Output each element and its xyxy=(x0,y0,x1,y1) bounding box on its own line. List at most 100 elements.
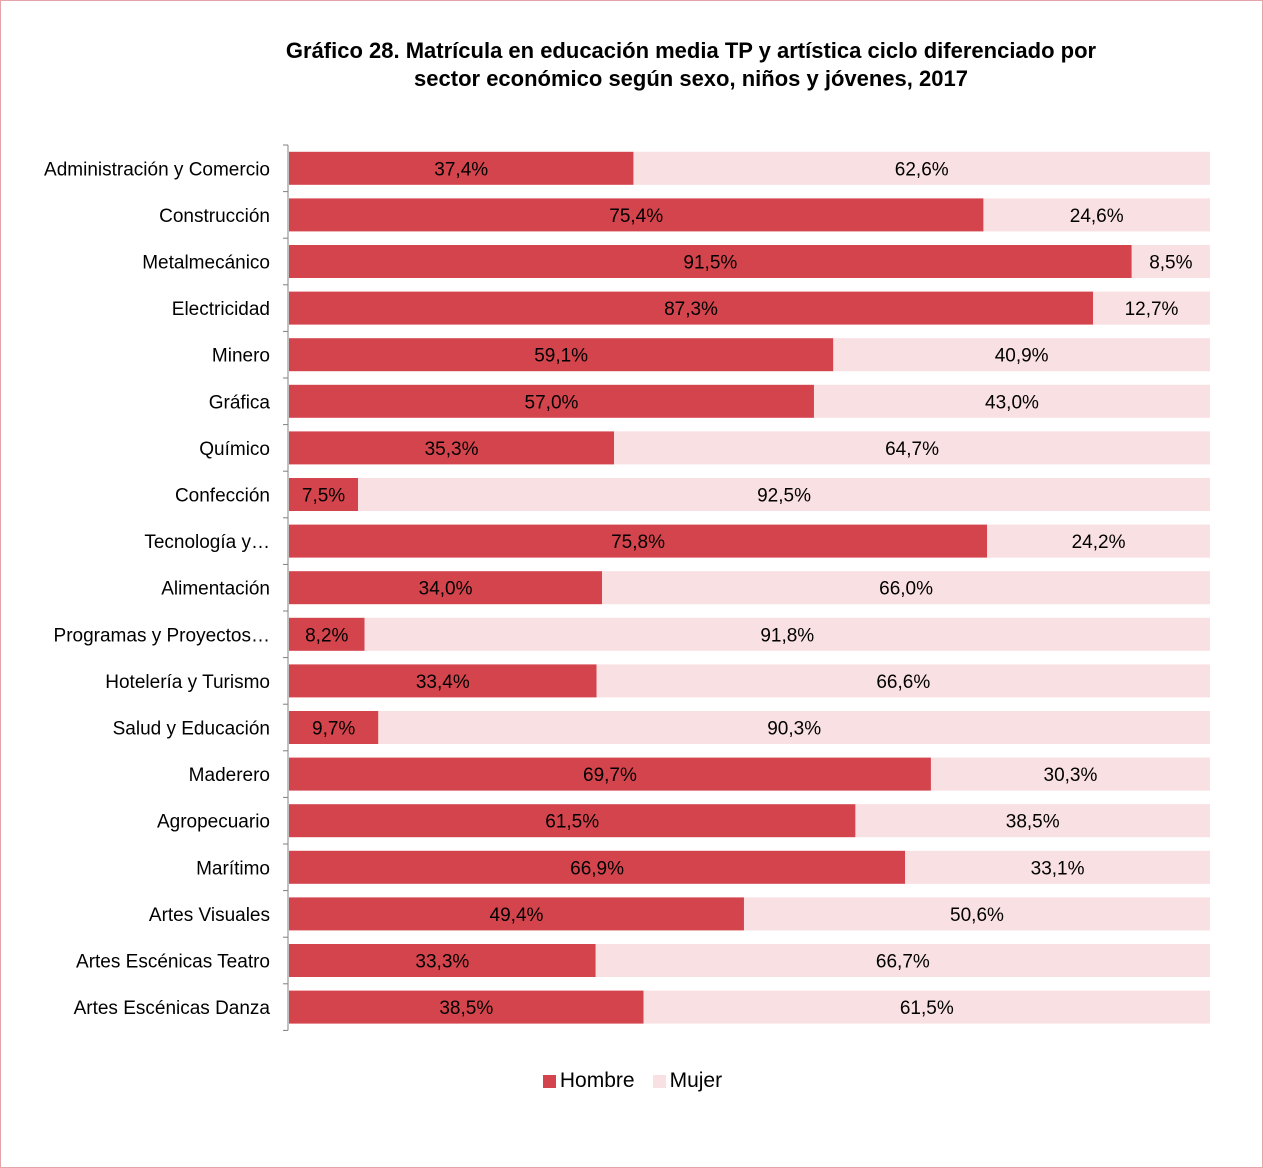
data-label-hombre: 8,2% xyxy=(305,625,348,646)
data-label-mujer: 33,1% xyxy=(1031,858,1085,879)
data-label-hombre: 35,3% xyxy=(425,439,479,460)
category-label: Artes Visuales xyxy=(149,905,270,926)
data-label-mujer: 43,0% xyxy=(985,392,1039,413)
category-label: Minero xyxy=(212,346,270,367)
data-label-mujer: 62,6% xyxy=(895,159,949,180)
data-label-mujer: 24,2% xyxy=(1072,532,1126,553)
bar-hombre xyxy=(289,944,596,977)
legend-label-hombre: Hombre xyxy=(559,1069,635,1092)
data-label-mujer: 30,3% xyxy=(1044,765,1098,786)
bar-hombre xyxy=(289,850,906,884)
bar-hombre xyxy=(289,711,379,744)
legend-item-hombre: Hombre xyxy=(542,1069,635,1093)
bar-mujer xyxy=(930,757,1210,791)
bar-hombre xyxy=(289,571,603,605)
bar-mujer xyxy=(1131,245,1210,278)
chart-title-line-1: Gráfico 28. Matrícula en educación media… xyxy=(285,38,1097,63)
data-label-mujer: 66,0% xyxy=(879,579,933,600)
bar-mujer xyxy=(358,478,1210,511)
data-label-hombre: 87,3% xyxy=(664,299,718,320)
data-label-mujer: 50,6% xyxy=(950,905,1004,926)
bar-hombre xyxy=(289,431,615,465)
bar-hombre xyxy=(289,524,988,558)
data-label-hombre: 49,4% xyxy=(490,905,544,926)
data-label-hombre: 75,4% xyxy=(609,206,663,227)
bar-hombre xyxy=(289,198,984,232)
bar-hombre xyxy=(289,478,359,511)
category-label: Electricidad xyxy=(172,299,270,320)
bar-hombre xyxy=(289,897,744,931)
category-label: Agropecuario xyxy=(157,812,270,833)
data-label-hombre: 91,5% xyxy=(683,253,737,274)
category-label: Artes Escénicas Danza xyxy=(74,998,271,1019)
bar-hombre xyxy=(289,757,931,791)
bar-mujer xyxy=(595,944,1210,977)
data-label-hombre: 37,4% xyxy=(434,159,488,180)
bar-mujer xyxy=(378,711,1210,744)
data-label-hombre: 33,3% xyxy=(415,952,469,973)
category-label: Salud y Educación xyxy=(113,719,270,740)
bar-hombre xyxy=(289,804,856,838)
bar-mujer xyxy=(614,431,1210,465)
data-label-hombre: 59,1% xyxy=(534,346,588,367)
data-label-hombre: 34,0% xyxy=(419,579,473,600)
data-label-hombre: 33,4% xyxy=(416,672,470,693)
data-label-hombre: 61,5% xyxy=(545,812,599,833)
data-label-hombre: 57,0% xyxy=(525,392,579,413)
chart-title: Gráfico 28. Matrícula en educación media… xyxy=(141,37,1241,93)
bar-mujer xyxy=(602,571,1210,605)
bar-mujer xyxy=(855,804,1210,838)
bar-mujer xyxy=(983,198,1210,232)
bar-mujer xyxy=(364,617,1211,651)
data-label-hombre: 75,8% xyxy=(611,532,665,553)
data-label-mujer: 92,5% xyxy=(757,486,811,507)
category-label: Hotelería y Turismo xyxy=(105,672,270,693)
bar-mujer xyxy=(833,338,1210,372)
legend-item-mujer: Mujer xyxy=(652,1069,723,1093)
bar-hombre xyxy=(289,151,634,185)
bar-hombre xyxy=(289,384,814,418)
data-label-mujer: 66,7% xyxy=(876,952,930,973)
legend-swatch-mujer xyxy=(652,1074,666,1088)
legend-label-mujer: Mujer xyxy=(669,1069,723,1092)
category-label: Alimentación xyxy=(161,579,270,600)
data-label-mujer: 66,6% xyxy=(876,672,930,693)
data-label-mujer: 91,8% xyxy=(760,625,814,646)
bar-mujer xyxy=(987,524,1210,558)
category-label: Construcción xyxy=(159,206,270,227)
data-label-mujer: 12,7% xyxy=(1125,299,1179,320)
data-label-mujer: 8,5% xyxy=(1149,253,1192,274)
bar-mujer xyxy=(1093,291,1210,325)
category-label: Gráfica xyxy=(209,392,271,413)
category-label: Marítimo xyxy=(196,858,270,879)
category-label: Confección xyxy=(175,486,270,507)
bar-hombre xyxy=(289,338,834,372)
bar-hombre xyxy=(289,245,1132,278)
plot-area: Administración y Comercio 37,4% 62,6% Const… xyxy=(44,144,1211,1031)
data-label-hombre: 69,7% xyxy=(583,765,637,786)
category-label: Metalmecánico xyxy=(142,253,270,274)
data-label-hombre: 9,7% xyxy=(312,719,355,740)
category-label: Maderero xyxy=(189,765,270,786)
data-label-hombre: 7,5% xyxy=(302,486,345,507)
bar-hombre xyxy=(289,990,644,1024)
bar-mujer xyxy=(596,664,1210,698)
data-label-mujer: 90,3% xyxy=(767,719,821,740)
data-label-mujer: 24,6% xyxy=(1070,206,1124,227)
legend-swatch-hombre xyxy=(542,1074,556,1088)
category-label: Programas y Proyectos… xyxy=(54,625,270,646)
bar-mujer xyxy=(633,151,1210,185)
category-label: Artes Escénicas Teatro xyxy=(76,952,270,973)
category-label: Químico xyxy=(199,439,270,460)
bar-hombre xyxy=(289,291,1094,325)
legend: Hombre Mujer xyxy=(1,1069,1263,1093)
bar-hombre xyxy=(289,664,597,698)
category-label: Administración y Comercio xyxy=(44,159,270,180)
bar-hombre xyxy=(289,617,365,651)
category-label: Tecnología y… xyxy=(144,532,270,553)
bar-mujer xyxy=(905,850,1210,884)
data-label-mujer: 38,5% xyxy=(1006,812,1060,833)
data-label-mujer: 64,7% xyxy=(885,439,939,460)
